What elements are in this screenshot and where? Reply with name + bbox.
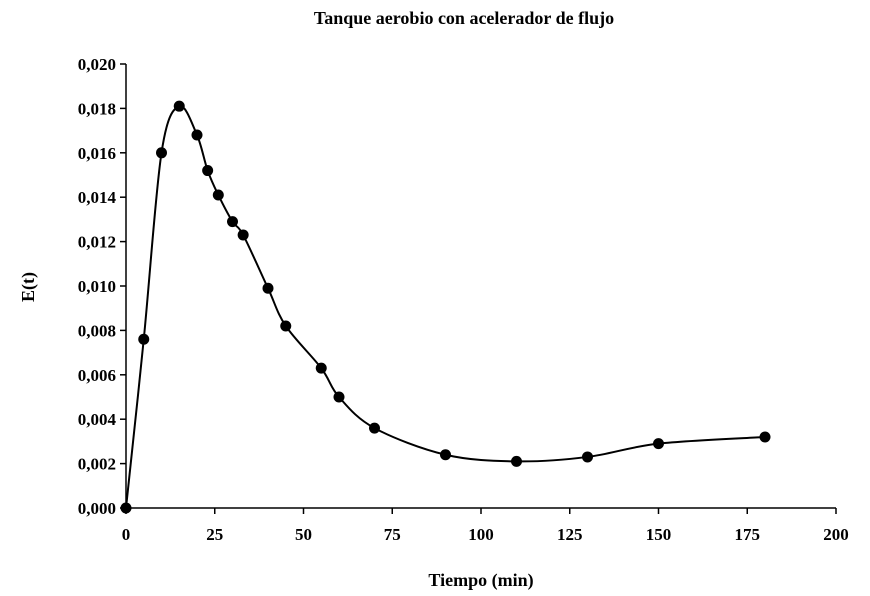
x-ticks: 0 25 50 75 100 125 150 175 200 (122, 508, 849, 544)
series-curve (125, 105, 766, 509)
y-tick-label: 0,000 (78, 499, 116, 518)
data-point (138, 333, 150, 345)
x-tick-label: 50 (295, 525, 312, 544)
data-point (369, 422, 380, 434)
x-tick-label: 175 (735, 525, 761, 544)
y-axis-label: E(t) (18, 272, 39, 302)
data-point (280, 320, 292, 332)
data-point (237, 229, 249, 241)
y-ticks: 0,000 0,002 0,004 0,006 0,008 0,010 0,012 0,014… (78, 55, 126, 518)
x-tick-label: 0 (122, 525, 131, 544)
data-point (440, 449, 451, 461)
x-tick-label: 150 (646, 525, 672, 544)
y-tick-label: 0,006 (78, 366, 116, 385)
data-point (227, 216, 238, 228)
data-point (582, 451, 593, 463)
x-tick-label: 200 (823, 525, 849, 544)
data-point (156, 147, 167, 159)
y-tick-label: 0,004 (78, 410, 117, 429)
x-axis-label: Tiempo (min) (428, 570, 533, 591)
x-tick-label: 100 (468, 525, 494, 544)
y-tick-label: 0,002 (78, 455, 116, 474)
x-tick-label: 125 (557, 525, 583, 544)
y-tick-label: 0,012 (78, 233, 116, 252)
x-tick-label: 75 (384, 525, 401, 544)
series-markers (120, 100, 771, 514)
data-point (315, 362, 327, 374)
data-point (511, 455, 522, 467)
data-point (212, 189, 224, 201)
data-point (173, 100, 185, 112)
y-tick-label: 0,008 (78, 321, 116, 340)
y-tick-label: 0,018 (78, 99, 116, 118)
data-point (653, 438, 664, 450)
data-point (120, 502, 132, 514)
data-point (202, 165, 214, 177)
y-tick-label: 0,016 (78, 144, 116, 163)
y-tick-label: 0,020 (78, 55, 116, 74)
chart-title: Tanque aerobio con acelerador de flujo (314, 8, 614, 28)
x-tick-label: 25 (206, 525, 223, 544)
data-point (759, 431, 771, 443)
y-tick-label: 0,010 (78, 277, 116, 296)
data-point (333, 391, 345, 403)
y-tick-label: 0,014 (78, 188, 117, 207)
data-point (262, 282, 274, 294)
data-point (191, 129, 203, 141)
